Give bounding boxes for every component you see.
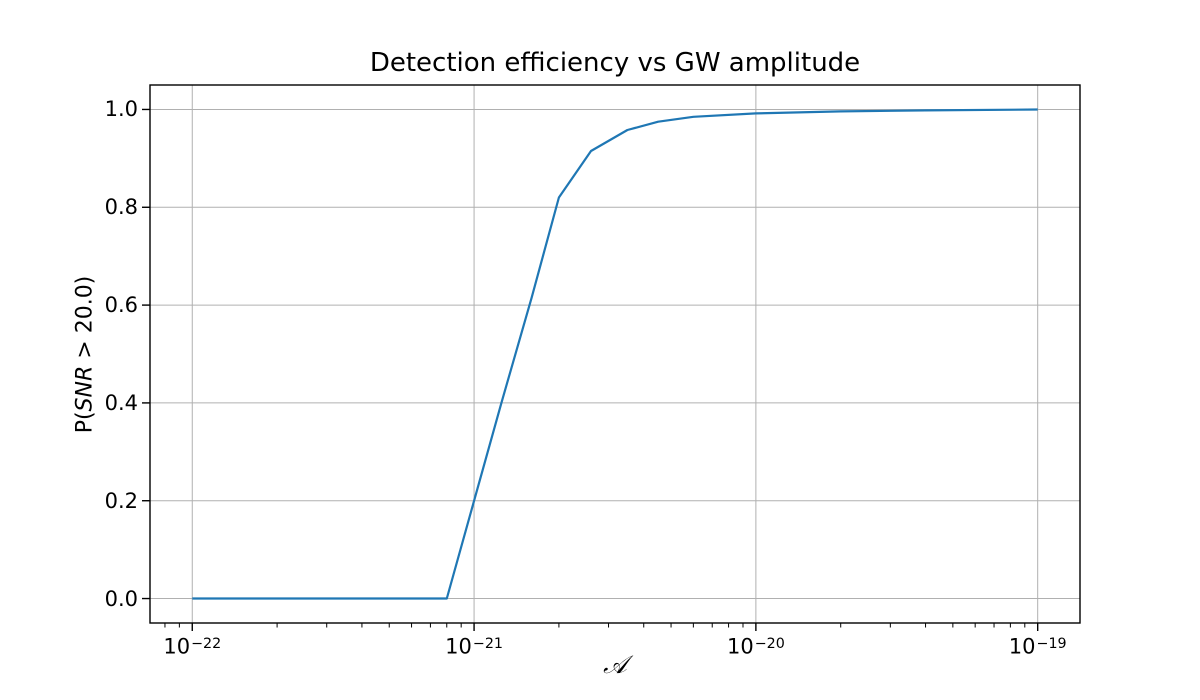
- y-axis-label: P(SNR > 20.0): [72, 207, 99, 503]
- x-tick-label: 10−21: [445, 634, 503, 659]
- y-tick-label: 0.6: [104, 293, 138, 318]
- y-tick-label: 1.0: [104, 97, 138, 122]
- chart-title: Detection efficiency vs GW amplitude: [369, 48, 861, 78]
- y-tick-label: 0.4: [104, 390, 138, 415]
- y-tick-label: 0.8: [104, 195, 138, 220]
- axes-spines: [149, 84, 1081, 624]
- x-tick-label: 10−20: [726, 634, 785, 659]
- x-tick-label: 10−22: [163, 634, 222, 659]
- y-tick-label: 0.0: [104, 586, 138, 611]
- efficiency-curve: [192, 108, 1038, 600]
- x-axis-label: 𝒜: [603, 650, 627, 679]
- y-tick-label: 0.2: [104, 488, 138, 513]
- y-label-suffix: > 20.0): [72, 275, 98, 366]
- x-tick-label: 10−19: [1008, 634, 1067, 659]
